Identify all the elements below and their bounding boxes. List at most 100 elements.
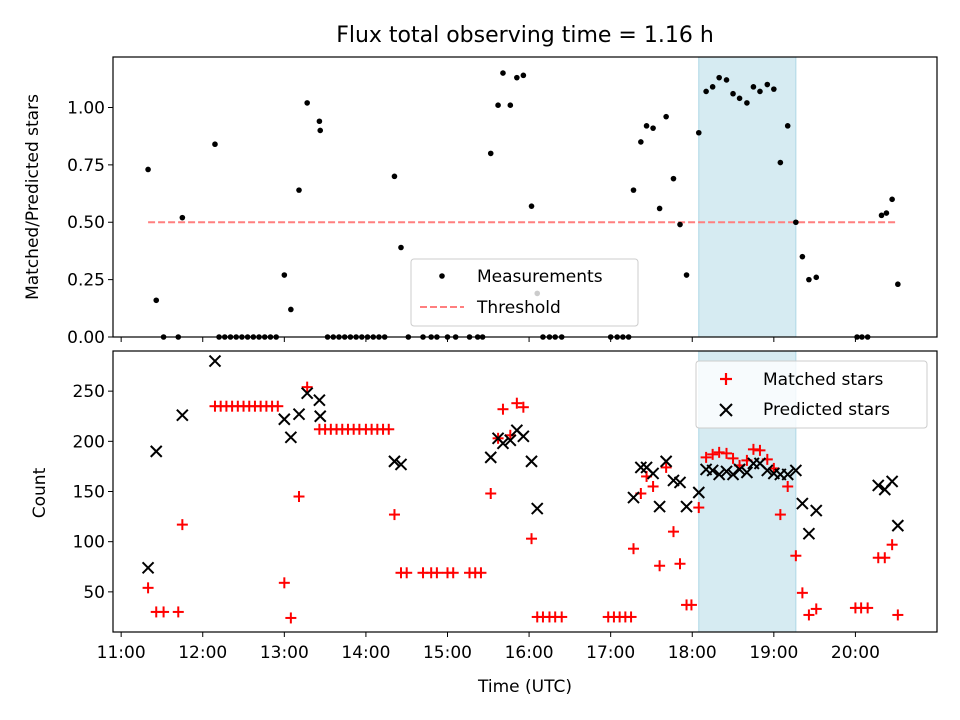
predicted-star-point	[141, 561, 155, 574]
measurement-point	[391, 173, 398, 180]
measurement-point	[316, 118, 323, 125]
y-tick-label: 50	[83, 583, 105, 603]
predicted-star-point	[634, 461, 648, 474]
predicted-star-point	[653, 500, 666, 513]
measurement-point	[500, 70, 506, 76]
matched-star-point	[278, 577, 290, 589]
x-tick-label: 19:00	[749, 643, 798, 663]
y-tick-label: 150	[73, 483, 105, 503]
top-legend: Measurements Threshold	[410, 258, 639, 327]
matched-star-point	[556, 611, 568, 623]
predicted-star-point	[740, 466, 754, 479]
matched-star-point	[654, 560, 666, 572]
measurement-point	[495, 102, 501, 108]
predicted-star-point	[525, 455, 538, 468]
measurement-point	[793, 219, 799, 226]
legend-matched-label: Matched stars	[763, 370, 883, 390]
matched-star-point	[301, 381, 313, 393]
predicted-star-point	[733, 463, 746, 476]
measurement-point	[677, 221, 683, 228]
predicted-star-point	[810, 504, 823, 517]
matched-star-point	[401, 567, 413, 579]
top-legend-frame	[410, 258, 639, 327]
measurement-point	[179, 214, 186, 221]
x-tick-label: 18:00	[668, 643, 717, 663]
matched-star-point	[517, 401, 529, 413]
matched-star-point	[727, 452, 739, 464]
predicted-star-point	[680, 500, 693, 513]
legend-threshold-label: Threshold	[476, 298, 561, 318]
legend-measurements-marker	[439, 273, 445, 279]
bottom-legend-frame	[695, 360, 928, 429]
top-y-ticks: 0.00 0.25 0.50 0.75 1.00	[67, 98, 113, 348]
top-highlight-region	[698, 56, 797, 338]
matched-star-point	[700, 451, 712, 463]
measurement-point	[771, 86, 777, 92]
matched-star-point	[485, 488, 497, 500]
predicted-star-point	[517, 430, 530, 443]
predicted-star-point	[726, 468, 740, 481]
measurement-point	[281, 272, 288, 278]
measurement-point	[296, 187, 302, 193]
predicted-star-point	[150, 445, 163, 458]
x-tick-label: 15:00	[423, 643, 472, 663]
measurement-point	[883, 210, 890, 216]
predicted-star-point	[208, 354, 222, 368]
y-tick-label: 250	[73, 382, 105, 402]
matched-star-point	[272, 400, 284, 412]
matched-star-point	[810, 603, 822, 615]
predicted-star-point	[802, 527, 816, 540]
predicted-star-point	[504, 434, 517, 447]
matched-star-point	[293, 491, 305, 503]
measurement-points	[145, 70, 901, 340]
matched-star-point	[625, 611, 637, 623]
measurement-point	[750, 84, 757, 90]
measurement-point	[806, 276, 812, 283]
measurement-point	[650, 125, 656, 131]
matched-star-point	[747, 443, 759, 455]
bottom-panel: 50 100 150 200 250 11:00 12:00 13:00 14:00 15:00…	[30, 350, 938, 697]
predicted-star-point	[692, 486, 705, 499]
predicted-star-point	[627, 491, 640, 504]
matched-star-point	[774, 509, 786, 521]
measurement-point	[630, 187, 637, 193]
highlight-band	[698, 56, 797, 338]
top-panel: 0.00 0.25 0.50 0.75 1.00 Matched/Predicted s…	[23, 56, 938, 348]
matched-star-point	[886, 539, 898, 551]
x-tick-label: 12:00	[178, 643, 227, 663]
y-tick-label: 0.50	[67, 213, 105, 233]
x-tick-label: 14:00	[341, 643, 390, 663]
matched-star-point	[660, 461, 672, 473]
legend-matched-marker	[720, 373, 732, 385]
top-axes-frame	[112, 56, 938, 338]
legend-predicted-marker	[719, 403, 733, 417]
measurement-point	[757, 88, 763, 95]
x-tick-label: 17:00	[586, 643, 635, 663]
matched-star-point	[721, 447, 733, 459]
chart-title: Flux total observing time = 1.16 h	[336, 23, 714, 48]
matched-star-point	[383, 423, 395, 435]
x-axis-label: Time (UTC)	[477, 677, 572, 697]
matched-star-point	[475, 567, 487, 579]
measurement-point	[799, 253, 806, 260]
predicted-star-point	[484, 451, 497, 464]
predicted-star-point	[646, 467, 660, 480]
matched-star-point	[693, 502, 705, 514]
bottom-y-axis-label: Count	[30, 467, 50, 518]
measurement-point	[398, 244, 404, 251]
measurement-point	[709, 84, 716, 90]
measurement-point	[153, 297, 160, 304]
matched-star-point	[142, 582, 154, 594]
matched-star-point	[713, 446, 725, 458]
predicted-star-point	[885, 475, 899, 488]
x-tick-label: 20:00	[831, 643, 880, 663]
measurement-point	[683, 272, 690, 278]
measurement-point	[670, 175, 677, 182]
legend-measurements-label: Measurements	[477, 267, 603, 287]
predicted-star-point	[292, 408, 306, 421]
matched-star-point	[511, 397, 523, 409]
measurement-point	[520, 72, 527, 79]
predicted-star-point	[176, 409, 189, 422]
predicted-star-point	[394, 458, 408, 471]
matched-star-point	[862, 602, 874, 614]
